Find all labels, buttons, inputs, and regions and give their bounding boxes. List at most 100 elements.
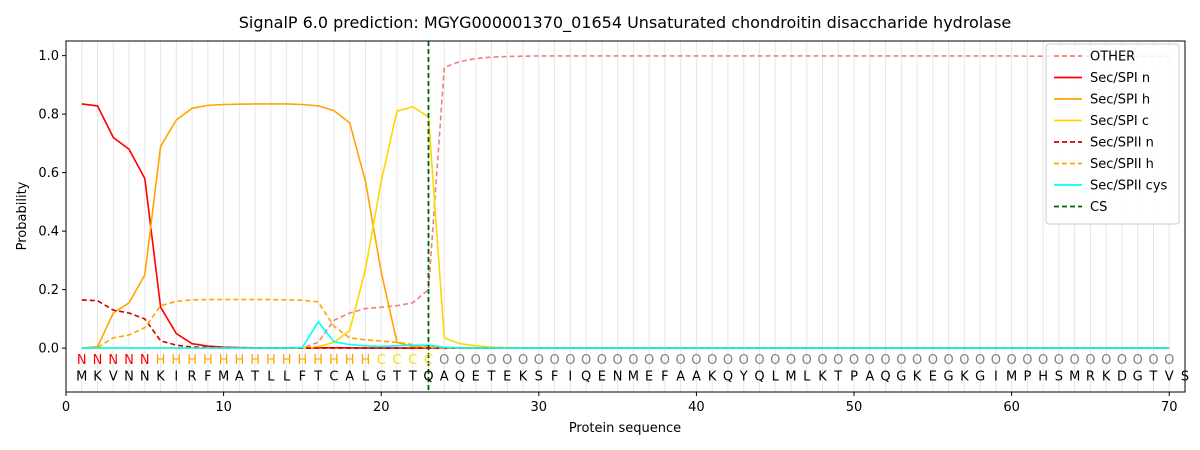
residue-label: E [598,369,606,384]
residue-label: D [1117,369,1127,384]
residue-label: K [1102,369,1111,384]
sequence-annotation: NMNKNVNNNNHKHIHRHFHMHAHTHLHLHFHTHCHAHLCG… [76,353,1189,384]
region-label: O [943,353,953,368]
series-line [81,55,1170,349]
region-label: O [1022,353,1032,368]
legend: OTHER Sec/SPI n Sec/SPI h Sec/SPI c Sec/SPII… [1045,43,1180,225]
residue-label: M [785,369,796,384]
region-label: O [1085,353,1095,368]
residue-label: M [76,369,87,384]
residue-label: F [299,369,306,384]
region-label: O [1007,353,1017,368]
residue-label: I [568,369,572,384]
residue-label: G [376,369,386,384]
region-label: H [219,353,229,368]
region-label: O [991,353,1001,368]
residue-label: P [850,369,858,384]
region-label: H [250,353,260,368]
legend-label: Sec/SPI h [1090,93,1150,108]
residue-label: K [960,369,969,384]
region-label: O [880,353,890,368]
region-label: O [723,353,733,368]
region-label: H [329,353,339,368]
residue-label: G [944,369,954,384]
y-tick-label: 0.4 [38,225,59,240]
region-label: C [408,353,417,368]
y-tick-label: 0.6 [38,166,59,181]
residue-label: M [628,369,639,384]
region-label: O [502,353,512,368]
region-label: O [1164,353,1174,368]
region-label: O [739,353,749,368]
residue-label: T [408,369,417,384]
region-label: H [171,353,181,368]
residue-label: C [329,369,338,384]
series-line [81,105,1170,349]
legend-label: CS [1090,200,1107,215]
region-label: O [786,353,796,368]
region-label: O [896,353,906,368]
region-label: H [203,353,213,368]
residue-label: E [472,369,480,384]
region-label: O [865,353,875,368]
x-tick-label: 60 [1003,400,1020,415]
region-label: H [187,353,197,368]
residue-label: V [109,369,118,384]
legend-label: OTHER [1090,50,1135,65]
legend-label: Sec/SPI c [1090,114,1149,129]
residue-label: L [283,369,291,384]
series-line [81,103,1170,349]
region-label: O [518,353,528,368]
region-label: H [282,353,292,368]
residue-label: L [772,369,780,384]
residue-label: Q [423,369,433,384]
region-label: O [849,353,859,368]
region-label: O [1101,353,1111,368]
chart-title: SignalP 6.0 prediction: MGYG000001370_01… [239,13,1012,33]
residue-label: T [487,369,496,384]
y-tick-label: 0.2 [38,283,59,298]
residue-label: M [1006,369,1017,384]
residue-label: Q [455,369,465,384]
y-tick-label: 1.0 [38,49,59,64]
region-label: O [565,353,575,368]
residue-label: N [140,369,150,384]
residue-label: F [551,369,558,384]
residue-label: T [392,369,401,384]
residue-label: K [519,369,528,384]
legend-box [1045,43,1180,225]
region-label: O [1133,353,1143,368]
x-tick-label: 10 [215,400,232,415]
y-tick-label: 0.8 [38,108,59,123]
residue-label: Y [739,369,748,384]
region-label: O [676,353,686,368]
residue-label: A [676,369,685,384]
residue-label: G [896,369,906,384]
y-axis-label: Probability [15,181,30,250]
region-label: N [108,353,118,368]
x-axis-label: Protein sequence [569,421,681,436]
region-label: N [77,353,87,368]
x-tick-label: 0 [62,400,70,415]
residue-label: M [1069,369,1080,384]
region-label: O [928,353,938,368]
region-label: H [345,353,355,368]
residue-label: E [645,369,653,384]
residue-label: N [613,369,623,384]
x-tick-label: 50 [846,400,863,415]
region-label: H [298,353,308,368]
region-label: O [613,353,623,368]
region-label: O [1148,353,1158,368]
region-label: O [597,353,607,368]
region-label: H [361,353,371,368]
residue-label: K [156,369,165,384]
region-label: N [124,353,134,368]
region-label: O [581,353,591,368]
residue-label: A [235,369,244,384]
region-label: N [93,353,103,368]
x-tick-label: 30 [531,400,548,415]
residue-label: Q [754,369,764,384]
legend-label: Sec/SPII h [1090,157,1154,172]
region-label: O [660,353,670,368]
series-line [81,103,1170,349]
